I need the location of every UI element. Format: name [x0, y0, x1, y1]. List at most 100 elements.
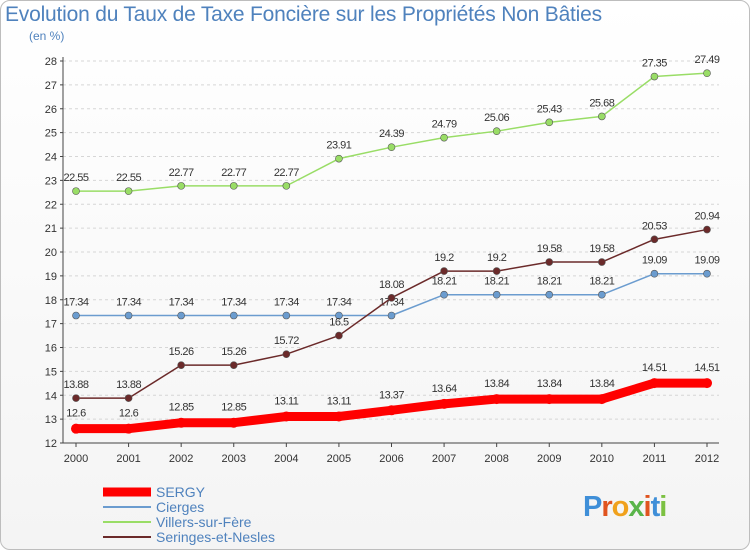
y-tick-label: 16: [45, 343, 57, 355]
x-tick-label: 2008: [484, 453, 508, 465]
data-point: [596, 394, 607, 405]
data-label: 14.51: [642, 362, 667, 374]
data-point: [282, 350, 291, 358]
data-label: 19.2: [434, 252, 454, 264]
data-label: 25.68: [589, 97, 614, 109]
data-point: [71, 423, 81, 434]
data-point: [123, 423, 134, 434]
data-label: 22.55: [116, 172, 141, 184]
data-label: 20.94: [694, 211, 719, 223]
y-tick-label: 19: [45, 271, 57, 283]
data-point: [281, 411, 292, 422]
data-point: [702, 378, 712, 389]
data-point: [703, 69, 711, 77]
x-tick-label: 2006: [379, 453, 403, 465]
data-label: 19.2: [487, 252, 507, 264]
data-label: 13.88: [63, 379, 88, 391]
data-point: [335, 154, 343, 163]
data-label: 15.26: [221, 346, 246, 358]
y-tick-label: 28: [45, 56, 57, 68]
data-label: 18.21: [589, 276, 614, 288]
y-tick-label: 20: [45, 247, 57, 259]
data-point: [650, 235, 659, 244]
data-point: [598, 290, 606, 299]
data-label: 17.34: [169, 297, 194, 309]
x-tick-label: 2011: [643, 453, 667, 465]
data-point: [124, 311, 133, 320]
data-label: 19.58: [589, 243, 614, 255]
data-label: 12.6: [66, 408, 86, 420]
data-point: [177, 182, 185, 190]
data-point: [177, 361, 185, 369]
data-point: [491, 394, 502, 405]
data-label: 16.5: [329, 317, 349, 329]
data-label: 13.11: [327, 395, 352, 407]
x-tick-label: 2009: [537, 453, 561, 465]
logo-letter: r: [601, 491, 612, 523]
x-tick-label: 2010: [590, 453, 614, 465]
data-label: 24.39: [379, 128, 404, 140]
y-tick-label: 22: [45, 199, 57, 211]
data-point: [386, 405, 397, 416]
data-label: 17.34: [221, 297, 246, 309]
data-point: [72, 187, 80, 195]
logo-letter: i: [659, 491, 667, 523]
data-label: 22.77: [274, 167, 299, 179]
data-label: 19.09: [642, 255, 667, 267]
data-point: [72, 311, 80, 320]
y-tick-label: 17: [45, 319, 57, 331]
data-label: 13.84: [484, 378, 509, 390]
data-point: [703, 225, 711, 234]
x-tick-label: 2004: [274, 453, 298, 465]
data-label: 15.26: [169, 346, 194, 358]
data-point: [387, 311, 396, 320]
data-point: [544, 394, 555, 405]
data-point: [440, 133, 448, 142]
data-point: [598, 112, 606, 121]
data-point: [440, 290, 448, 299]
data-point: [282, 311, 291, 320]
data-label: 24.79: [432, 119, 457, 131]
data-label: 23.91: [326, 140, 351, 152]
x-tick-label: 2000: [64, 453, 88, 465]
data-label: 17.34: [326, 297, 351, 309]
data-point: [492, 290, 501, 299]
data-label: 13.64: [432, 383, 457, 395]
data-point: [335, 331, 343, 340]
data-label: 14.51: [694, 362, 719, 374]
legend-label: SERGY: [156, 484, 206, 500]
logo-letter: i: [643, 491, 652, 523]
data-point: [703, 269, 711, 278]
data-point: [177, 311, 185, 320]
data-point: [649, 378, 660, 389]
data-label: 25.06: [484, 112, 509, 124]
data-label: 13.37: [379, 389, 404, 401]
data-label: 25.43: [537, 103, 562, 115]
data-label: 18.21: [537, 276, 562, 288]
data-point: [124, 187, 133, 195]
y-tick-label: 27: [45, 80, 57, 92]
x-tick-label: 2012: [695, 453, 719, 465]
x-tick-label: 2005: [327, 453, 351, 465]
data-point: [545, 258, 554, 266]
logo-letter: t: [650, 491, 661, 523]
data-label: 18.21: [432, 276, 457, 288]
chart-subtitle: (en %): [29, 29, 65, 43]
data-point: [545, 118, 554, 127]
x-tick-label: 2003: [222, 453, 246, 465]
data-label: 13.84: [537, 378, 562, 390]
data-label: 17.34: [63, 297, 88, 309]
data-point: [439, 398, 450, 409]
data-point: [387, 294, 396, 302]
data-label: 17.34: [116, 297, 141, 309]
data-label: 27.49: [694, 54, 719, 66]
y-tick-label: 23: [45, 175, 57, 187]
x-tick-label: 2002: [169, 453, 193, 465]
data-label: 17.34: [379, 297, 404, 309]
data-point: [387, 143, 396, 151]
data-point: [124, 394, 133, 402]
y-tick-label: 24: [45, 152, 57, 164]
logo-letter: x: [628, 491, 644, 523]
data-point: [229, 182, 238, 190]
